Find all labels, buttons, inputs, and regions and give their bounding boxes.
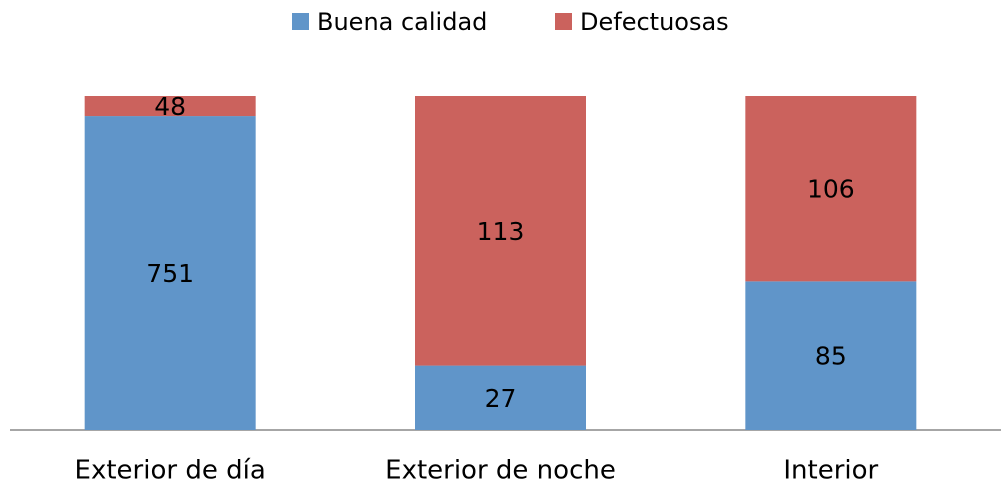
data-label: 751 xyxy=(146,259,194,288)
x-tick-label: Interior xyxy=(783,456,878,486)
bar-segment xyxy=(415,365,586,430)
legend-label: Defectuosas xyxy=(580,8,729,36)
bar-segment xyxy=(745,281,917,430)
bar-segment xyxy=(415,96,586,366)
x-tick-label: Exterior de día xyxy=(75,456,266,486)
bar-segment xyxy=(745,96,917,282)
x-tick-label: Exterior de noche xyxy=(385,456,616,486)
data-label: 27 xyxy=(485,384,517,413)
legend-swatch xyxy=(555,13,572,30)
legend-swatch xyxy=(292,13,309,30)
data-label: 106 xyxy=(807,175,855,204)
legend-label: Buena calidad xyxy=(317,8,487,36)
data-label: 48 xyxy=(154,92,186,121)
data-label: 113 xyxy=(477,217,525,246)
bar-segment xyxy=(84,116,256,431)
data-label: 85 xyxy=(815,342,847,371)
bar-segment xyxy=(84,96,256,117)
